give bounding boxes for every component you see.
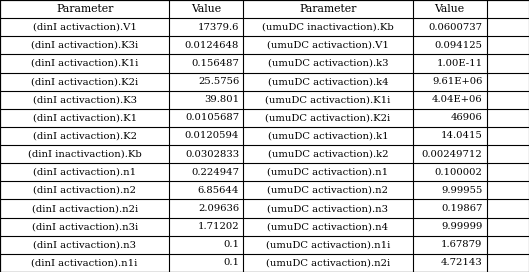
Text: 0.0120594: 0.0120594 — [185, 131, 239, 141]
Text: (umuDC activaction).k4: (umuDC activaction).k4 — [268, 77, 388, 86]
Text: 9.99999: 9.99999 — [441, 222, 482, 231]
Text: (dinI activaction).K1: (dinI activaction).K1 — [33, 113, 136, 122]
Text: 9.61E+06: 9.61E+06 — [432, 77, 482, 86]
Text: (umuDC activaction).K1i: (umuDC activaction).K1i — [265, 95, 391, 104]
Text: (dinI inactivaction).Kb: (dinI inactivaction).Kb — [28, 150, 142, 159]
Text: 0.156487: 0.156487 — [191, 59, 239, 68]
Text: 14.0415: 14.0415 — [441, 131, 482, 141]
Text: (umuDC activaction).k1: (umuDC activaction).k1 — [268, 131, 388, 141]
Text: (umuDC activaction).n4: (umuDC activaction).n4 — [268, 222, 388, 231]
Text: 6.85644: 6.85644 — [198, 186, 239, 195]
Text: (umuDC activaction).n2i: (umuDC activaction).n2i — [266, 258, 390, 267]
Text: 0.224947: 0.224947 — [191, 168, 239, 177]
Text: 0.0302833: 0.0302833 — [185, 150, 239, 159]
Text: 0.0600737: 0.0600737 — [428, 23, 482, 32]
Text: 0.1: 0.1 — [223, 240, 239, 249]
Text: (umuDC activaction).k2: (umuDC activaction).k2 — [268, 150, 388, 159]
Text: Parameter: Parameter — [299, 4, 357, 14]
Text: 0.1: 0.1 — [223, 258, 239, 267]
Text: (dinI activaction).K3: (dinI activaction).K3 — [33, 95, 136, 104]
Text: (dinI activaction).n3: (dinI activaction).n3 — [33, 240, 136, 249]
Text: 46906: 46906 — [451, 113, 482, 122]
Text: (dinI activaction).K1i: (dinI activaction).K1i — [31, 59, 138, 68]
Text: (dinI activaction).n1i: (dinI activaction).n1i — [31, 258, 138, 267]
Text: (dinI activaction).n2: (dinI activaction).n2 — [33, 186, 136, 195]
Text: 0.19867: 0.19867 — [441, 204, 482, 213]
Text: 9.99955: 9.99955 — [441, 186, 482, 195]
Text: (dinI activaction).n3i: (dinI activaction).n3i — [32, 222, 138, 231]
Text: 0.100002: 0.100002 — [434, 168, 482, 177]
Text: (umuDC activaction).n1: (umuDC activaction).n1 — [268, 168, 388, 177]
Text: 25.5756: 25.5756 — [198, 77, 239, 86]
Text: (umuDC inactivaction).Kb: (umuDC inactivaction).Kb — [262, 23, 394, 32]
Text: 39.801: 39.801 — [204, 95, 239, 104]
Text: (dinI activaction).V1: (dinI activaction).V1 — [33, 23, 136, 32]
Text: (dinI activaction).K2: (dinI activaction).K2 — [33, 131, 136, 141]
Text: (dinI activaction).K2i: (dinI activaction).K2i — [31, 77, 138, 86]
Text: 0.0124648: 0.0124648 — [185, 41, 239, 50]
Text: 17379.6: 17379.6 — [198, 23, 239, 32]
Text: Value: Value — [435, 4, 464, 14]
Text: 2.09636: 2.09636 — [198, 204, 239, 213]
Text: (umuDC activaction).n3: (umuDC activaction).n3 — [268, 204, 388, 213]
Text: (umuDC activaction).n1i: (umuDC activaction).n1i — [266, 240, 390, 249]
Text: 0.00249712: 0.00249712 — [422, 150, 482, 159]
Text: 0.094125: 0.094125 — [434, 41, 482, 50]
Text: Value: Value — [191, 4, 221, 14]
Text: (umuDC activaction).V1: (umuDC activaction).V1 — [267, 41, 389, 50]
Text: (umuDC activaction).n2: (umuDC activaction).n2 — [268, 186, 388, 195]
Text: (umuDC activaction).k3: (umuDC activaction).k3 — [268, 59, 388, 68]
Text: (umuDC activaction).K2i: (umuDC activaction).K2i — [266, 113, 390, 122]
Text: (dinI activaction).n2i: (dinI activaction).n2i — [32, 204, 138, 213]
Text: (dinI activaction).n1: (dinI activaction).n1 — [33, 168, 136, 177]
Text: (dinI activaction).K3i: (dinI activaction).K3i — [31, 41, 138, 50]
Text: 1.00E-11: 1.00E-11 — [436, 59, 482, 68]
Text: 4.04E+06: 4.04E+06 — [432, 95, 482, 104]
Text: 4.72143: 4.72143 — [441, 258, 482, 267]
Text: 1.71202: 1.71202 — [197, 222, 239, 231]
Text: Parameter: Parameter — [56, 4, 113, 14]
Text: 0.0105687: 0.0105687 — [185, 113, 239, 122]
Text: 1.67879: 1.67879 — [441, 240, 482, 249]
